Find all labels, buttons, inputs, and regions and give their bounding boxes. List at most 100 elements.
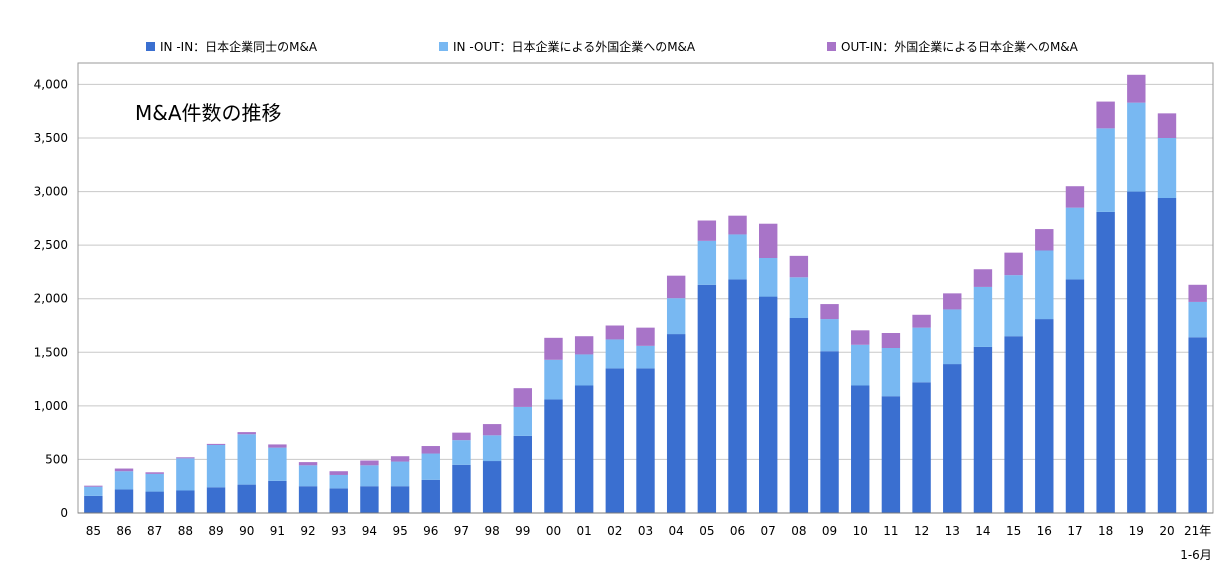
bar-segment-2 [237,434,256,485]
bar-segment-2 [513,406,532,436]
x-tick-label: 14 [975,524,990,538]
bar-segment-3 [513,388,532,407]
bar-segment-3 [912,314,931,328]
x-tick-label: 86 [116,524,131,538]
bar-segment-2 [1188,301,1207,338]
x-tick-label: 87 [147,524,162,538]
x-tick-label: 00 [546,524,561,538]
x-tick-label: 03 [638,524,653,538]
y-tick-label: 3,000 [34,185,68,199]
bar-segment-3 [851,330,870,345]
bar-segment-2 [1065,207,1085,280]
bar-segment-3 [574,336,594,355]
bar-segment-1 [482,461,502,513]
bar-segment-3 [1188,284,1207,302]
bar-segment-1 [973,346,993,513]
x-tick-label: 96 [423,524,438,538]
legend-label-1: IN -IN：日本企業同士のM&A [160,39,318,54]
y-tick-label: 3,500 [34,131,68,145]
bar-segment-1 [390,486,410,513]
x-tick-label: 99 [515,524,530,538]
bar-segment-2 [1127,102,1146,192]
x-tick-label: 04 [669,524,684,538]
bar-segment-3 [452,432,471,441]
bar-segment-2 [114,471,134,490]
bar-segment-2 [298,465,318,487]
x-tick-label: 17 [1067,524,1082,538]
bar-segment-2 [574,354,594,386]
x-tick-label: 85 [86,524,101,538]
bar-segment-1 [513,435,532,513]
x-tick-label: 95 [392,524,407,538]
bar-segment-3 [237,432,256,435]
bar-segment-2 [176,458,195,491]
bar-segment-1 [820,351,839,513]
x-tick-label: 13 [945,524,960,538]
bar-segment-2 [360,465,379,487]
x-tick-label: 94 [362,524,377,538]
legend-swatch-3 [827,42,836,51]
y-tick-label: 1,000 [34,399,68,413]
bar-segment-1 [881,396,901,513]
bar-segment-1 [1004,336,1023,513]
bar-segment-3 [176,457,195,459]
bar-segment-3 [666,275,686,299]
bar-segment-1 [574,385,594,513]
bars [84,74,1207,514]
x-tick-label: 89 [208,524,223,538]
x-tick-label: 20 [1159,524,1174,538]
bar-segment-2 [666,298,686,335]
bar-segment-1 [728,279,747,513]
bar-segment-3 [84,485,103,487]
x-tick-label: 05 [699,524,714,538]
bar-segment-2 [421,453,440,480]
y-tick-label: 4,000 [34,77,68,91]
x-axis-sublabel: 1-6月 [1180,548,1212,562]
x-tick-label: 91 [270,524,285,538]
bar-segment-1 [1065,279,1085,513]
bar-segment-1 [1157,198,1177,513]
bar-segment-1 [912,382,931,513]
bar-segment-2 [605,339,625,369]
x-tick-label: 15 [1006,524,1021,538]
bar-segment-2 [482,435,502,462]
x-tick-label: 06 [730,524,745,538]
bar-segment-3 [206,443,226,445]
bar-segment-1 [943,364,962,513]
bar-segment-1 [268,480,287,513]
bar-segment-3 [360,460,379,466]
bar-segment-3 [1096,101,1115,129]
bar-segment-2 [912,327,931,383]
bar-segment-3 [605,325,625,340]
x-tick-label: 19 [1129,524,1144,538]
x-tick-label: 08 [791,524,806,538]
x-tick-label: 10 [853,524,868,538]
bar-segment-3 [1065,186,1085,208]
bar-segment-3 [789,255,809,278]
bar-segment-1 [1188,337,1207,513]
bar-segment-3 [1127,74,1146,103]
bar-segment-3 [145,472,164,474]
y-tick-label: 500 [45,452,68,466]
bar-segment-3 [114,468,134,472]
bar-segment-2 [789,277,809,318]
bar-segment-3 [268,444,287,448]
x-tick-label: 88 [178,524,193,538]
bar-segment-2 [1035,250,1054,320]
bar-segment-3 [1004,252,1023,276]
bar-segment-1 [206,487,226,513]
bar-segment-2 [820,319,839,352]
bar-segment-2 [759,258,778,297]
x-tick-label: 02 [607,524,622,538]
bar-segment-2 [1157,138,1177,198]
bar-segment-3 [973,269,993,287]
bar-segment-3 [1035,229,1054,251]
tick-labels: 05001,0001,5002,0002,5003,0003,5004,0008… [34,77,1212,538]
bar-segment-2 [973,286,993,347]
y-tick-label: 1,500 [34,345,68,359]
y-tick-label: 0 [60,506,68,520]
bar-segment-1 [1096,211,1115,513]
bar-segment-2 [636,345,655,369]
